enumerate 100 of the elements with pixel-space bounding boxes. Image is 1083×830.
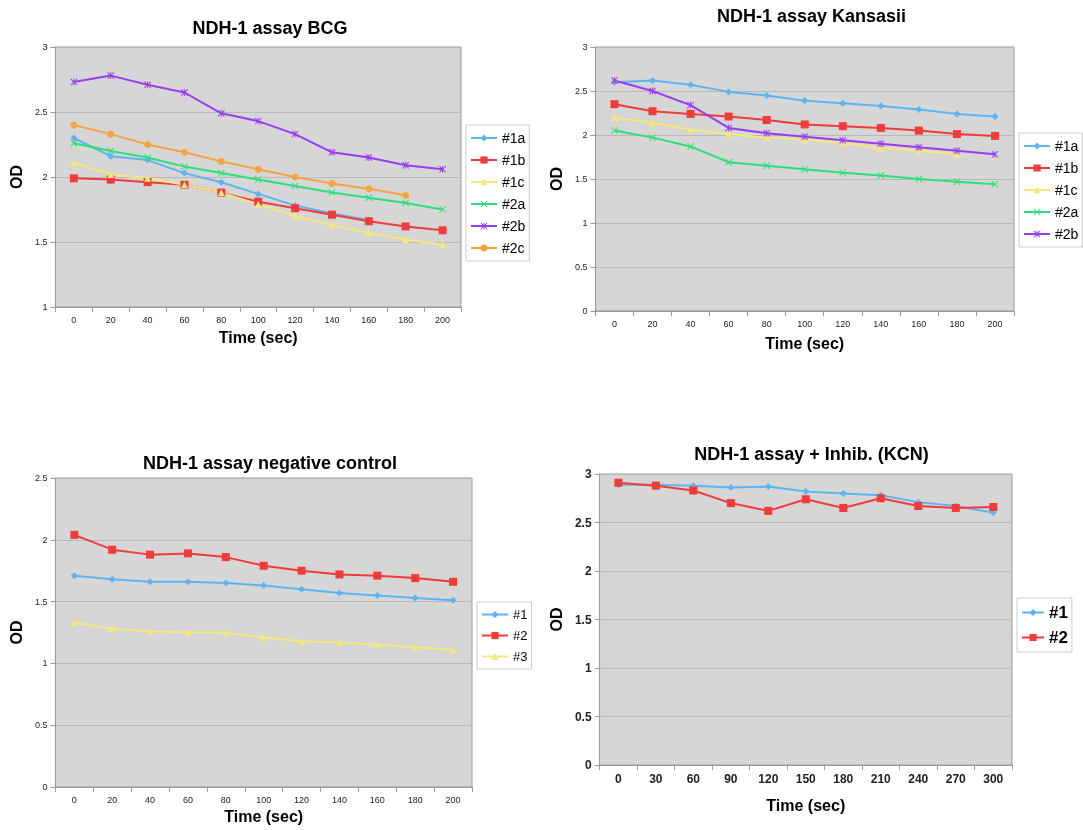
x-tick-label: 90 — [724, 772, 738, 786]
x-tick-label: 180 — [398, 314, 414, 325]
x-tick-label: 120 — [835, 318, 851, 329]
point — [989, 502, 998, 511]
point — [724, 112, 733, 121]
point — [801, 165, 809, 173]
point — [183, 549, 192, 558]
point — [764, 506, 773, 515]
x-tick-label: 180 — [407, 794, 423, 805]
x-axis-title: Time (sec) — [218, 328, 298, 346]
point — [991, 113, 999, 121]
point — [763, 162, 771, 170]
x-tick-label: 140 — [324, 314, 340, 325]
point — [184, 629, 192, 636]
x-tick-label: 40 — [142, 314, 153, 325]
y-tick-label: 0 — [584, 758, 592, 772]
legend-label: #2a — [502, 196, 526, 212]
point — [763, 91, 771, 99]
point — [877, 102, 885, 110]
x-tick-label: 120 — [287, 314, 303, 325]
x-tick-label: 60 — [723, 318, 734, 329]
point — [802, 487, 810, 495]
point — [449, 596, 457, 604]
x-tick-label: 140 — [331, 794, 347, 805]
point — [217, 157, 225, 165]
y-tick-label: 1 — [582, 218, 588, 228]
point — [328, 189, 336, 197]
x-tick-label: 200 — [445, 794, 461, 805]
legend-label: #1b — [1055, 160, 1079, 176]
point — [401, 222, 410, 231]
point — [686, 109, 695, 118]
point — [953, 178, 961, 186]
chart-title: NDH-1 assay BCG — [192, 18, 348, 38]
point — [915, 143, 923, 151]
point — [687, 101, 695, 109]
legend-label: #1c — [502, 174, 525, 190]
chart-title: NDH-1 assay Kansasii — [716, 6, 907, 26]
point — [725, 130, 733, 138]
point — [839, 503, 848, 512]
point — [687, 126, 695, 134]
point — [217, 169, 225, 177]
y-tick-label: 2 — [42, 172, 48, 182]
point — [762, 116, 771, 125]
point — [146, 627, 154, 635]
point — [838, 122, 847, 131]
x-tick-label: 80 — [216, 314, 227, 325]
y-tick-label: 1 — [42, 658, 48, 669]
point — [180, 169, 188, 177]
x-axis-title: Time (sec) — [766, 796, 846, 814]
point — [801, 97, 809, 105]
point — [291, 212, 299, 220]
y-tick-label: 0 — [582, 306, 588, 316]
x-tick-label: 30 — [649, 772, 663, 786]
point — [687, 81, 695, 89]
x-tick-label: 160 — [911, 318, 927, 329]
x-tick-label: 60 — [182, 794, 193, 805]
point — [800, 120, 809, 129]
point — [411, 643, 419, 651]
y-tick-label: 1 — [42, 302, 48, 312]
point — [439, 165, 447, 173]
point — [877, 171, 885, 179]
legend-label: #2b — [1055, 226, 1079, 242]
point — [184, 578, 192, 586]
x-tick-label: 60 — [179, 314, 190, 325]
point — [146, 578, 154, 586]
point — [402, 191, 410, 199]
y-tick-label: 1.5 — [34, 596, 48, 607]
point — [449, 646, 457, 654]
point — [953, 110, 961, 118]
chart-title: NDH-1 assay + Inhib. (KCN) — [694, 444, 929, 464]
legend-label: #1c — [1055, 182, 1078, 198]
point — [991, 150, 999, 158]
x-tick-label: 270 — [945, 772, 967, 786]
legend-label: #1b — [502, 152, 526, 168]
x-tick-label: 40 — [145, 794, 156, 805]
x-tick-label: 60 — [686, 772, 701, 786]
point — [254, 165, 262, 173]
point — [610, 100, 619, 109]
point — [689, 486, 698, 495]
point — [108, 575, 116, 583]
x-tick-label: 20 — [107, 794, 118, 805]
x-tick-label: 0 — [611, 318, 617, 329]
point — [839, 99, 847, 107]
point — [180, 148, 188, 156]
y-tick-label: 1.5 — [34, 237, 48, 247]
point — [259, 561, 268, 570]
x-tick-label: 120 — [758, 772, 779, 786]
point — [298, 637, 306, 645]
y-tick-label: 2.5 — [34, 107, 48, 117]
point — [222, 629, 230, 636]
point — [297, 566, 306, 575]
point — [70, 139, 78, 147]
legend-label: #1 — [1049, 603, 1068, 622]
point — [260, 582, 268, 590]
point — [365, 185, 373, 193]
y-tick-label: 3 — [582, 42, 588, 52]
point — [876, 123, 885, 132]
point — [70, 572, 78, 580]
point — [952, 130, 961, 139]
y-tick-label: 0.5 — [574, 709, 592, 724]
